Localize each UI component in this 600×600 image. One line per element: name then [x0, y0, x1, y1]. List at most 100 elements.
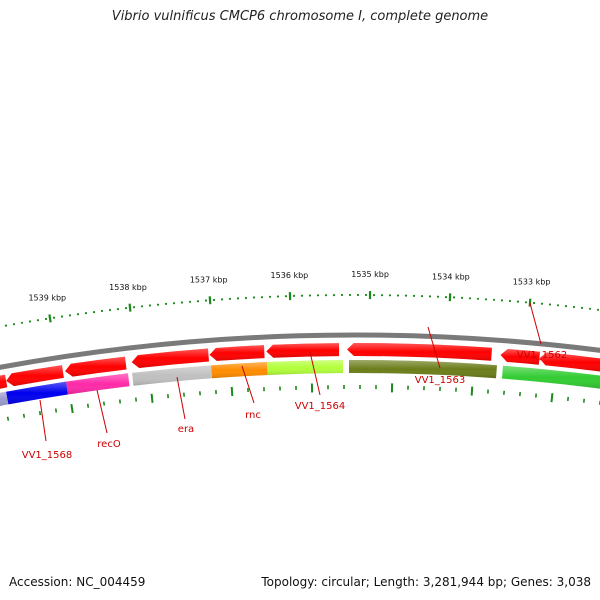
kbp-label: 1535 kbp — [351, 270, 389, 279]
kbp-ruler: 1533 kbp 1534 kbp 1535 kbp 1536 kbp 1537 kbp… — [4, 270, 600, 327]
ruler-dot — [420, 295, 424, 298]
ruler-dot — [460, 296, 464, 299]
gene-label[interactable]: VV1_1568 — [22, 450, 73, 461]
kbp-label: 1533 kbp — [513, 278, 551, 287]
ruler-major-tick — [48, 314, 52, 323]
ruler-dot — [540, 302, 544, 305]
ruler-dot — [276, 295, 280, 298]
inner-tick — [70, 403, 74, 414]
ruler-dot — [476, 297, 480, 300]
ruler-dot — [260, 296, 264, 299]
ruler-dot — [156, 303, 160, 306]
inner-tick — [86, 403, 90, 408]
kbp-label: 1539 kbp — [28, 294, 66, 303]
ruler-dot — [428, 295, 432, 298]
ruler-dot — [268, 295, 272, 298]
ruler-dot — [556, 304, 560, 307]
ruler-dot — [36, 319, 40, 322]
ruler-dot — [68, 314, 72, 317]
ruler-dot — [308, 294, 312, 297]
gene-leader-line — [96, 389, 108, 434]
ruler-dot — [124, 307, 128, 310]
ruler-dot — [396, 294, 400, 297]
ruler-dot — [148, 304, 152, 307]
ruler-dot — [364, 293, 368, 297]
gene-label[interactable]: VV1_1564 — [295, 401, 346, 412]
ruler-dot — [356, 293, 360, 297]
ruler-dot — [116, 308, 120, 311]
ruler-dot — [204, 299, 208, 302]
ruler-dot — [388, 294, 392, 297]
ruler-dot — [508, 299, 512, 303]
topology-summary: Topology: circular; Length: 3,281,944 bp… — [261, 575, 591, 589]
ruler-dot — [244, 296, 248, 300]
ruler-dot — [468, 297, 472, 300]
gene-label[interactable]: era — [178, 424, 194, 435]
gene-highlight — [132, 365, 212, 386]
ruler-dot — [100, 309, 104, 313]
inner-tick — [102, 401, 106, 406]
ruler-major-tick — [128, 303, 132, 312]
gene-highlight — [539, 352, 600, 372]
ruler-dot — [140, 305, 144, 308]
ruler-dot — [516, 300, 520, 303]
ruler-dot — [500, 299, 504, 302]
ruler-dot — [564, 305, 568, 308]
ruler-dot — [220, 298, 224, 301]
gene-label[interactable]: VV1_1562 — [517, 350, 568, 361]
gene-leader-line — [309, 351, 321, 396]
gene-highlight — [6, 381, 68, 405]
gene-label[interactable]: rnc — [245, 410, 261, 421]
inner-tick — [550, 393, 554, 403]
ruler-dot — [20, 321, 24, 324]
gene-highlight — [65, 356, 127, 377]
gene-highlight — [0, 374, 8, 389]
ruler-dot — [52, 316, 56, 319]
ruler-dot — [108, 308, 112, 312]
map-title: Vibrio vulnificus CMCP6 chromosome I, co… — [111, 9, 489, 24]
inner-ticks — [6, 383, 600, 421]
kbp-label: 1534 kbp — [432, 272, 470, 281]
ruler-dot — [164, 302, 168, 305]
gene-label[interactable]: VV1_1563 — [415, 375, 466, 386]
ruler-dot — [404, 294, 408, 297]
ruler-dot — [452, 296, 456, 299]
ruler-dot — [60, 315, 64, 318]
ruler-dot — [316, 294, 320, 297]
gene-highlight — [66, 373, 130, 395]
ruler-dot — [44, 317, 48, 321]
inner-tick — [6, 416, 10, 421]
ruler-dot — [236, 297, 240, 300]
chromosome-backbone — [0, 332, 600, 370]
kbp-label: 1538 kbp — [109, 283, 147, 292]
ruler-dot — [172, 302, 176, 305]
ruler-dot — [84, 312, 88, 315]
reverse-strand-genes — [0, 359, 600, 406]
ruler-dot — [132, 306, 136, 309]
ruler-dot — [340, 293, 344, 297]
kbp-label: 1536 kbp — [271, 271, 309, 280]
ruler-major-tick — [528, 298, 532, 307]
accession-text: Accession: NC_004459 — [9, 575, 146, 589]
gene-leader-line — [427, 326, 441, 369]
gene-leader-line — [39, 399, 47, 442]
ruler-dot — [284, 295, 288, 298]
ruler-dot — [92, 311, 96, 314]
ruler-dot — [188, 300, 192, 303]
ruler-dot — [436, 295, 440, 298]
forward-strand-genes — [0, 342, 600, 389]
gene-highlight — [267, 360, 344, 375]
ruler-dot — [572, 305, 576, 309]
gene-label[interactable]: recO — [97, 439, 121, 450]
ruler-dot — [548, 303, 552, 306]
ruler-dot — [492, 298, 496, 301]
ruler-dot — [324, 294, 328, 297]
ruler-dot — [524, 301, 528, 304]
gene-highlight — [211, 362, 268, 379]
ruler-dot — [348, 293, 352, 297]
inner-tick — [230, 386, 234, 396]
backbone-line — [0, 332, 600, 370]
ruler-major-tick — [208, 296, 212, 305]
gene-highlight — [209, 345, 265, 361]
